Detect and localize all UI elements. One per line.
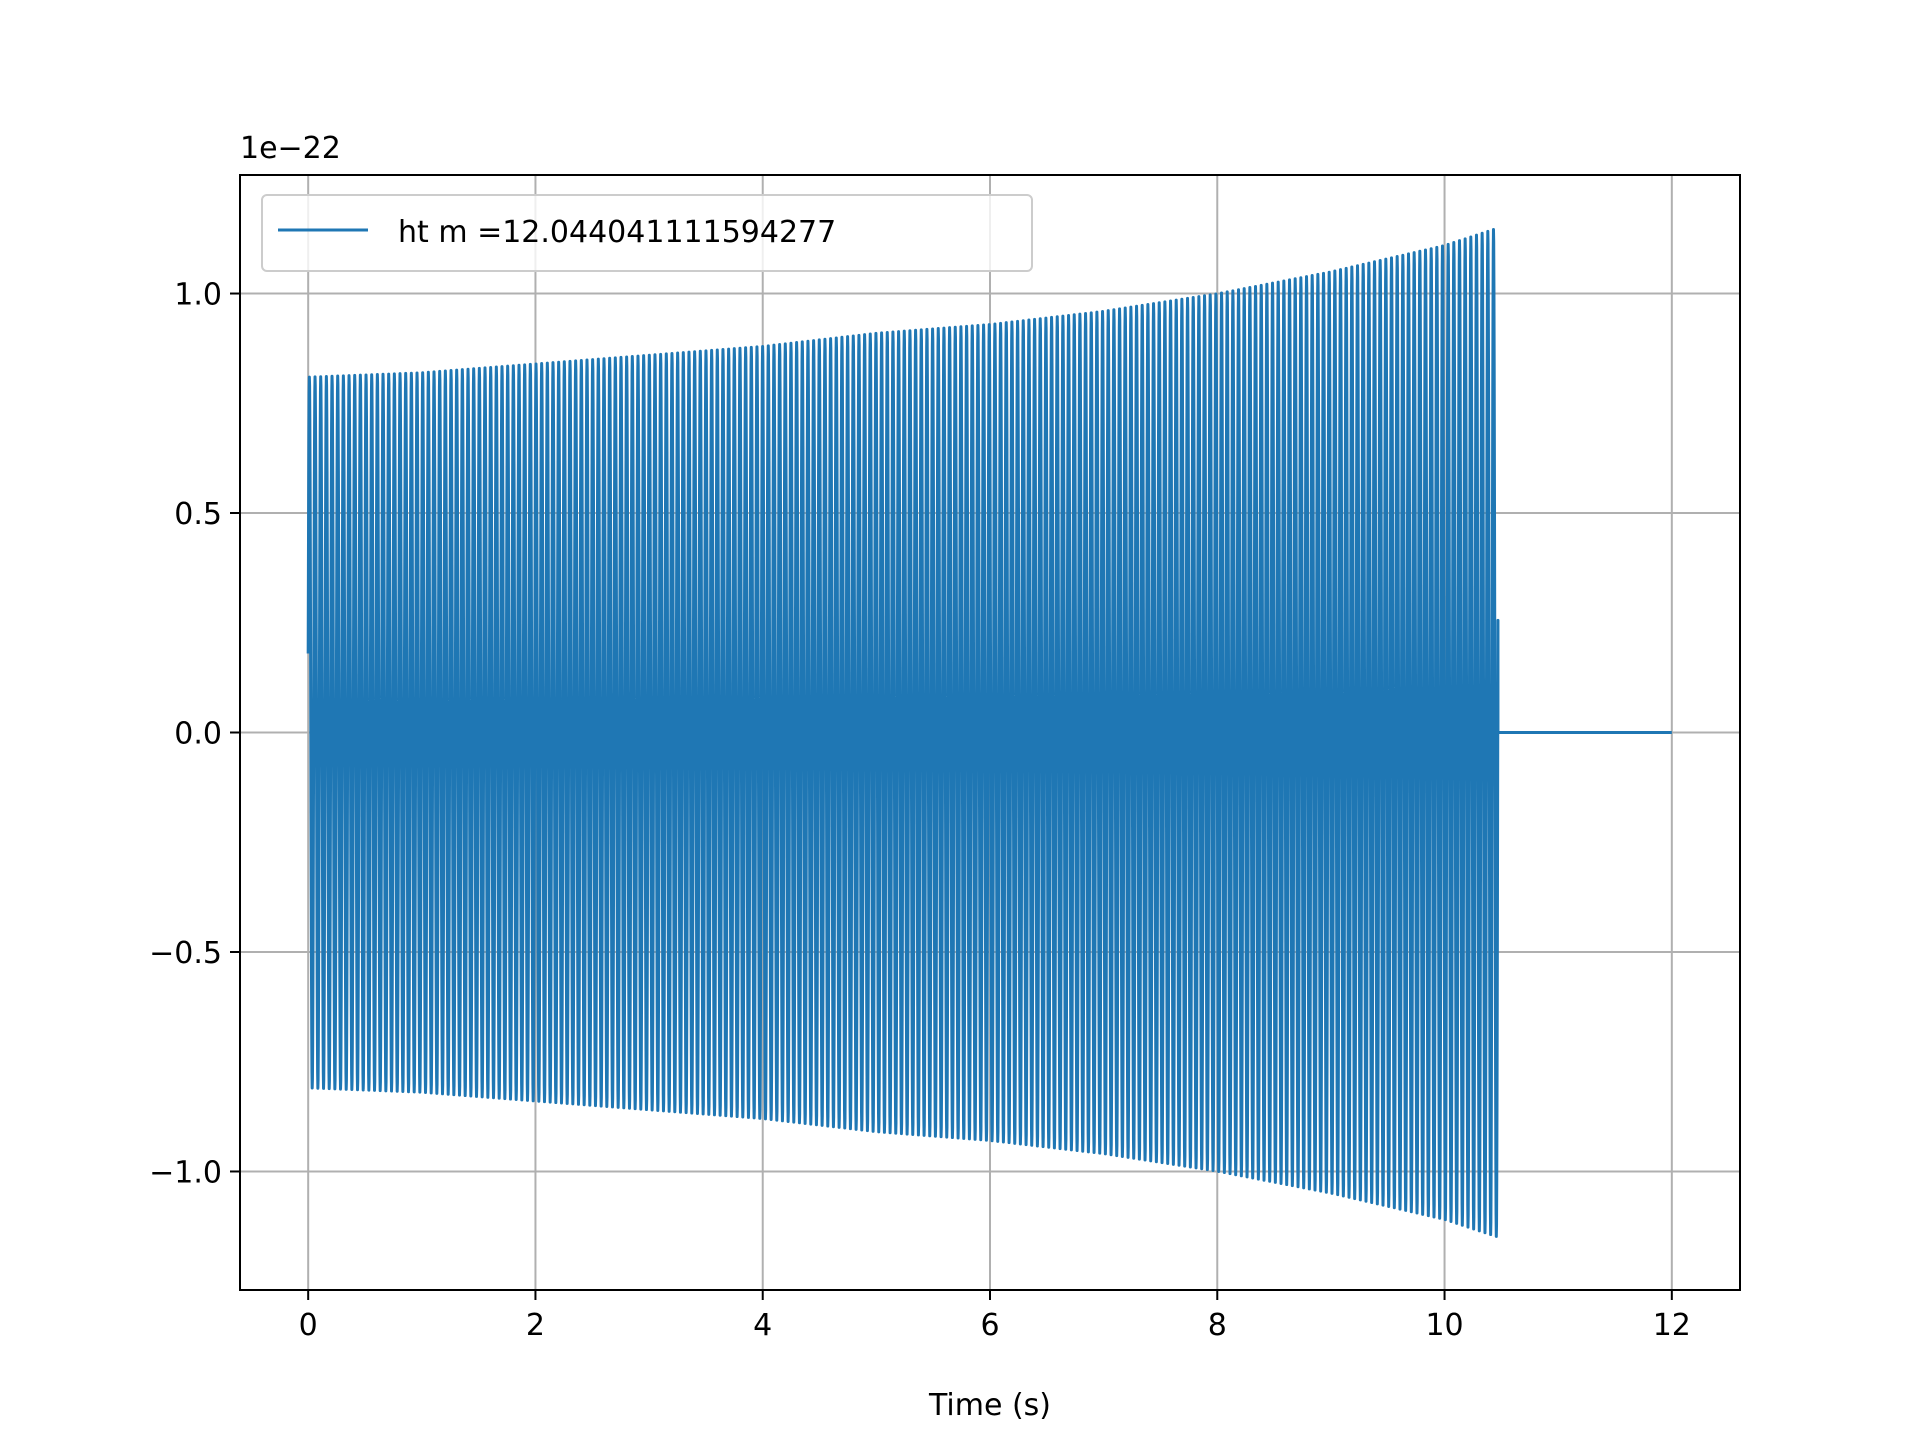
x-tick-label: 10: [1425, 1308, 1463, 1343]
legend-label: ht m =12.044041111594277: [398, 215, 836, 250]
x-tick-label: 6: [980, 1308, 999, 1343]
legend-box: [261, 194, 1033, 272]
y-axis-offset-text: 1e−22: [240, 131, 341, 166]
y-tick-label: 0.5: [174, 497, 222, 532]
x-tick-label: 8: [1208, 1308, 1227, 1343]
y-tick-label: 0.0: [174, 717, 222, 752]
x-tick-label: 0: [299, 1308, 318, 1343]
x-axis-ticks: 0 2 4 6 8 10 12: [299, 1290, 1691, 1343]
x-tick-label: 12: [1653, 1308, 1691, 1343]
y-tick-label: 1.0: [174, 278, 222, 313]
x-tick-label: 4: [753, 1308, 772, 1343]
y-tick-label: −0.5: [149, 936, 222, 971]
y-axis-ticks: −1.0 −0.5 0.0 0.5 1.0: [149, 278, 240, 1190]
y-tick-label: −1.0: [149, 1155, 222, 1190]
x-axis-label: Time (s): [928, 1388, 1051, 1423]
x-tick-label: 2: [526, 1308, 545, 1343]
plot-area: [306, 228, 1672, 1238]
legend: ht m =12.044041111594277: [261, 194, 1033, 272]
series-line: [306, 228, 1672, 1238]
